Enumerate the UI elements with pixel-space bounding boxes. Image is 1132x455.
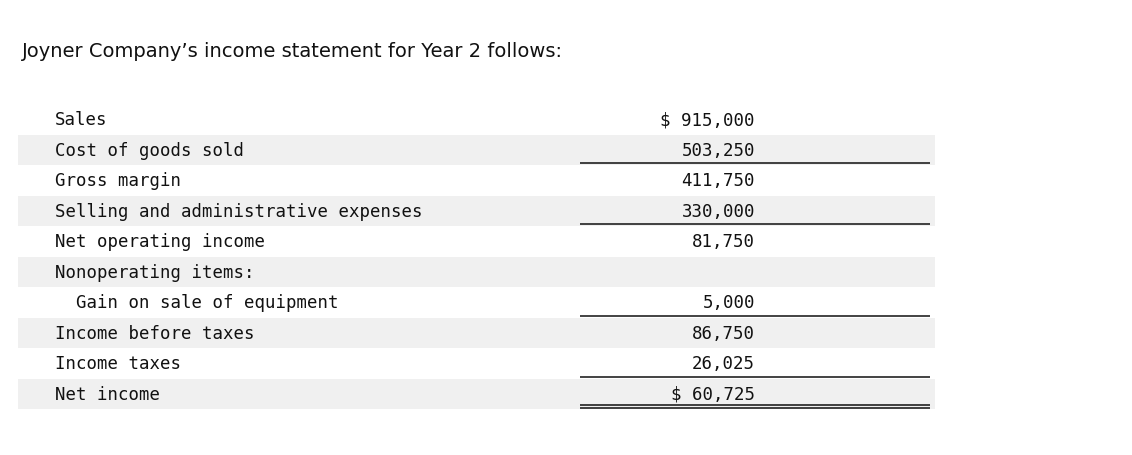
Text: 86,750: 86,750 xyxy=(692,324,755,342)
Bar xyxy=(18,257,935,288)
Text: Selling and administrative expenses: Selling and administrative expenses xyxy=(55,202,422,220)
Text: Net operating income: Net operating income xyxy=(55,233,265,251)
Bar xyxy=(18,196,935,227)
Text: Joyner Company’s income statement for Year 2 follows:: Joyner Company’s income statement for Ye… xyxy=(22,42,563,61)
Text: Income before taxes: Income before taxes xyxy=(55,324,255,342)
Text: Cost of goods sold: Cost of goods sold xyxy=(55,142,245,159)
Text: 503,250: 503,250 xyxy=(681,142,755,159)
Text: 411,750: 411,750 xyxy=(681,172,755,190)
Text: $ 915,000: $ 915,000 xyxy=(660,111,755,129)
Text: Income taxes: Income taxes xyxy=(55,354,181,373)
Text: Nonoperating items:: Nonoperating items: xyxy=(55,263,255,281)
Text: Gross margin: Gross margin xyxy=(55,172,181,190)
Text: Gain on sale of equipment: Gain on sale of equipment xyxy=(55,293,338,312)
Text: 26,025: 26,025 xyxy=(692,354,755,373)
Bar xyxy=(18,318,935,348)
Text: $ 60,725: $ 60,725 xyxy=(671,385,755,403)
Bar xyxy=(18,379,935,409)
Text: Net income: Net income xyxy=(55,385,160,403)
Text: 5,000: 5,000 xyxy=(703,293,755,312)
Text: 81,750: 81,750 xyxy=(692,233,755,251)
Bar xyxy=(18,135,935,166)
Text: 330,000: 330,000 xyxy=(681,202,755,220)
Text: Sales: Sales xyxy=(55,111,108,129)
